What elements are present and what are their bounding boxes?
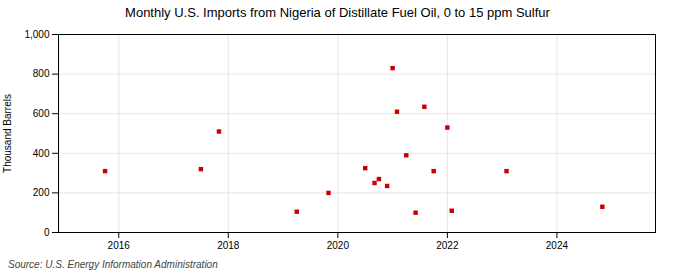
svg-text:2016: 2016: [108, 240, 131, 251]
svg-text:400: 400: [33, 148, 50, 159]
html-text:Monthly U.S. Imports from Nige: Monthly U.S. Imports from Nigeria of Dis…: [125, 5, 550, 20]
html-text:Source: U.S. Energy Informatio: Source: U.S. Energy Information Administ…: [8, 259, 218, 270]
svg-text:200: 200: [33, 187, 50, 198]
svg-text:600: 600: [33, 108, 50, 119]
svg-text:2018: 2018: [217, 240, 240, 251]
svg-text:2024: 2024: [546, 240, 569, 251]
svg-text:800: 800: [33, 68, 50, 79]
svg-text:0: 0: [44, 227, 50, 238]
svg-text:2022: 2022: [436, 240, 459, 251]
svg-text:1,000: 1,000: [24, 29, 49, 40]
svg-text:2020: 2020: [327, 240, 350, 251]
svg-text:Thousand Barrels: Thousand Barrels: [2, 94, 13, 173]
